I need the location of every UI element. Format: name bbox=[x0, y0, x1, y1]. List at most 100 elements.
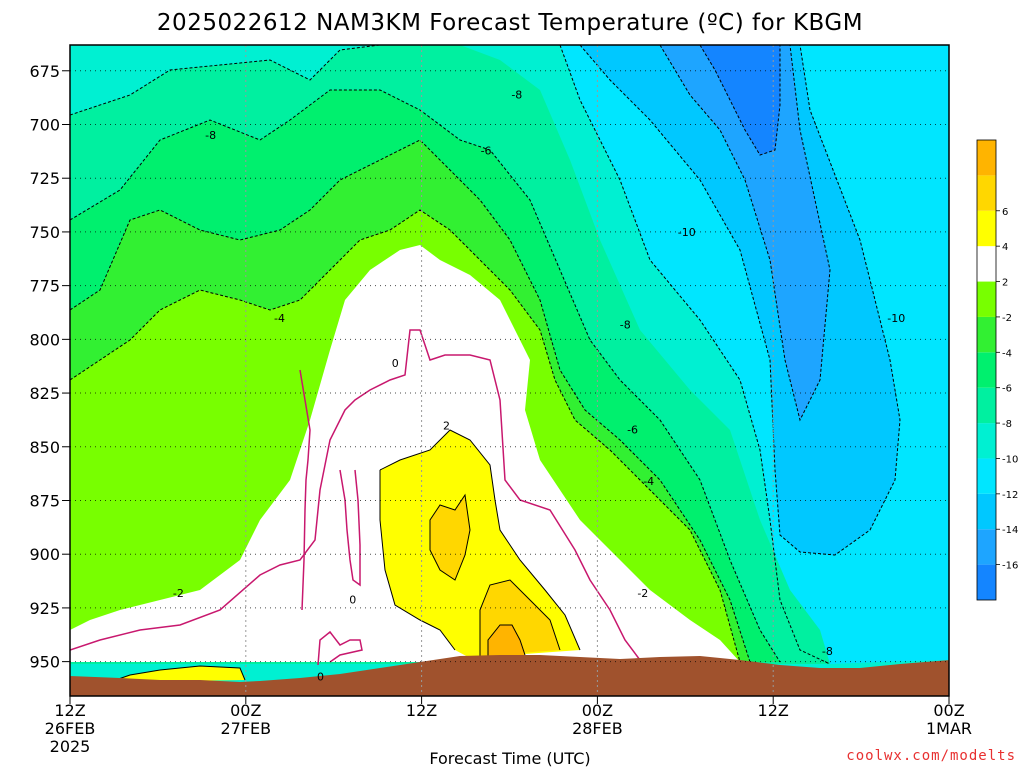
band-4-to-6 bbox=[430, 495, 470, 580]
contour-minus-2 bbox=[70, 209, 741, 663]
contour-minus-10 bbox=[559, 45, 831, 665]
colorbar-segment bbox=[977, 564, 996, 600]
colorbar-segment bbox=[977, 175, 996, 211]
y-tick-label: 875 bbox=[29, 491, 60, 510]
contour-2-left bbox=[379, 470, 456, 651]
y-axis: 675 700 725 750 775 800 825 850 875 900 925 950 bbox=[29, 62, 70, 672]
contour-2-surface bbox=[109, 665, 246, 683]
colorbar-tick-label: 6 bbox=[1002, 207, 1008, 218]
contour-minus-6 bbox=[70, 89, 781, 663]
colorbar-tick-label: -2 bbox=[1002, 313, 1012, 324]
contour-label: 0 bbox=[392, 357, 399, 370]
y-tick-label: 800 bbox=[29, 330, 60, 349]
x-tick-label: 28FEB bbox=[572, 719, 623, 738]
x-tick-label: 12Z bbox=[406, 701, 437, 720]
contour-zero-surface bbox=[317, 630, 363, 666]
contour-zero-right bbox=[339, 469, 361, 587]
colorbar-frame bbox=[976, 139, 997, 601]
contour-label: -10 bbox=[678, 226, 696, 239]
x-tick-label: 00Z bbox=[230, 701, 261, 720]
colorbar-segment bbox=[977, 352, 996, 388]
contour-label: -6 bbox=[481, 144, 492, 157]
y-tick-label: 675 bbox=[29, 62, 60, 81]
x-tick-label: 27FEB bbox=[220, 719, 271, 738]
contour-label: -8 bbox=[620, 318, 631, 331]
y-tick-label: 700 bbox=[29, 115, 60, 134]
contour-minus-16 bbox=[699, 45, 781, 156]
colorbar-tick-label: -16 bbox=[1002, 561, 1018, 572]
band-2-to-4-near-surface bbox=[110, 666, 245, 682]
freezing-contours bbox=[70, 329, 641, 666]
contour-label: -8 bbox=[511, 88, 522, 101]
x-tick-label: 12Z bbox=[54, 701, 85, 720]
contour-4 bbox=[429, 493, 471, 581]
x-tick-label: 00Z bbox=[933, 701, 964, 720]
contour-labels: -8 -8 -6 -10 -4 -10 -8 0 2 -6 -4 -2 0 -2 -8 0 bbox=[173, 88, 905, 684]
y-tick-label: 950 bbox=[29, 653, 60, 672]
colorbar-tick-label: -4 bbox=[1002, 348, 1012, 359]
x-tick-label: 2025 bbox=[50, 737, 91, 756]
colorbar-segment bbox=[977, 316, 996, 353]
contour-label: -4 bbox=[643, 475, 654, 488]
contour-minus-4 bbox=[70, 139, 751, 663]
colorbar-segment bbox=[977, 458, 996, 494]
colorbar-tick-label: -12 bbox=[1002, 490, 1018, 501]
contour-minus-8-upper bbox=[70, 45, 381, 116]
colorbar: -16 -14 -12 -10 -8 -6 -4 -2 2 4 6 bbox=[976, 139, 1018, 601]
contour-label: -8 bbox=[205, 129, 216, 142]
y-tick-label: 725 bbox=[29, 169, 60, 188]
band-minus-2-to-2 bbox=[70, 245, 740, 662]
contour-label: -8 bbox=[822, 645, 833, 658]
x-axis-label: Forecast Time (UTC) bbox=[429, 749, 590, 768]
colorbar-segment bbox=[977, 423, 996, 459]
colorbar-segment bbox=[977, 529, 996, 565]
x-tick-label: 12Z bbox=[758, 701, 789, 720]
contour-label: -6 bbox=[627, 424, 638, 437]
y-tick-label: 825 bbox=[29, 384, 60, 403]
y-tick-label: 900 bbox=[29, 545, 60, 564]
x-tick-label: 1MAR bbox=[926, 719, 972, 738]
x-tick-label: 00Z bbox=[582, 701, 613, 720]
contour-6 bbox=[487, 624, 526, 656]
contour-label: -2 bbox=[173, 587, 184, 600]
chart-title: 2025022612 NAM3KM Forecast Temperature (… bbox=[157, 10, 863, 36]
contour-label: -2 bbox=[637, 587, 648, 600]
colorbar-tick-label: -10 bbox=[1002, 454, 1018, 465]
contour-label: 2 bbox=[443, 419, 450, 432]
plot-frame bbox=[69, 44, 950, 697]
contour-label: 0 bbox=[317, 671, 324, 684]
contour-zero-mid bbox=[299, 369, 311, 611]
terrain bbox=[70, 655, 949, 696]
y-tick-label: 750 bbox=[29, 223, 60, 242]
contour-2 bbox=[379, 429, 581, 651]
colorbar-tick-label: -8 bbox=[1002, 419, 1012, 430]
contour-minus-12 bbox=[579, 45, 901, 556]
colorbar-segment bbox=[977, 140, 996, 176]
credit-text: coolwx.com/modelts bbox=[846, 748, 1016, 764]
band-minus-18-to-minus-16 bbox=[700, 45, 780, 155]
grid bbox=[70, 45, 949, 696]
y-tick-label: 925 bbox=[29, 599, 60, 618]
colorbar-segment bbox=[977, 246, 996, 282]
colorbar-tick-label: 2 bbox=[1002, 278, 1008, 289]
x-tick-label: 26FEB bbox=[45, 719, 96, 738]
colorbar-segment bbox=[977, 493, 996, 530]
colorbar-tick-label: -6 bbox=[1002, 384, 1012, 395]
colorbar-segment bbox=[977, 281, 996, 317]
contour-zero-left bbox=[70, 329, 641, 661]
y-tick-label: 850 bbox=[29, 438, 60, 457]
contour-label: -4 bbox=[274, 312, 285, 325]
y-tick-label: 775 bbox=[29, 277, 60, 296]
warm-contours bbox=[109, 429, 581, 683]
colorbar-tick-label: 4 bbox=[1002, 242, 1008, 253]
contour-label: 0 bbox=[349, 593, 356, 606]
colorbar-segment bbox=[977, 387, 996, 424]
colorbar-tick-label: -14 bbox=[1002, 525, 1018, 536]
contour-label: -10 bbox=[887, 312, 905, 325]
contour-4-lower bbox=[479, 579, 561, 656]
band-minus-16-to-minus-14 bbox=[660, 45, 830, 420]
colorbar-segment bbox=[977, 210, 996, 247]
band-minus-14-to-minus-12 bbox=[580, 45, 900, 555]
